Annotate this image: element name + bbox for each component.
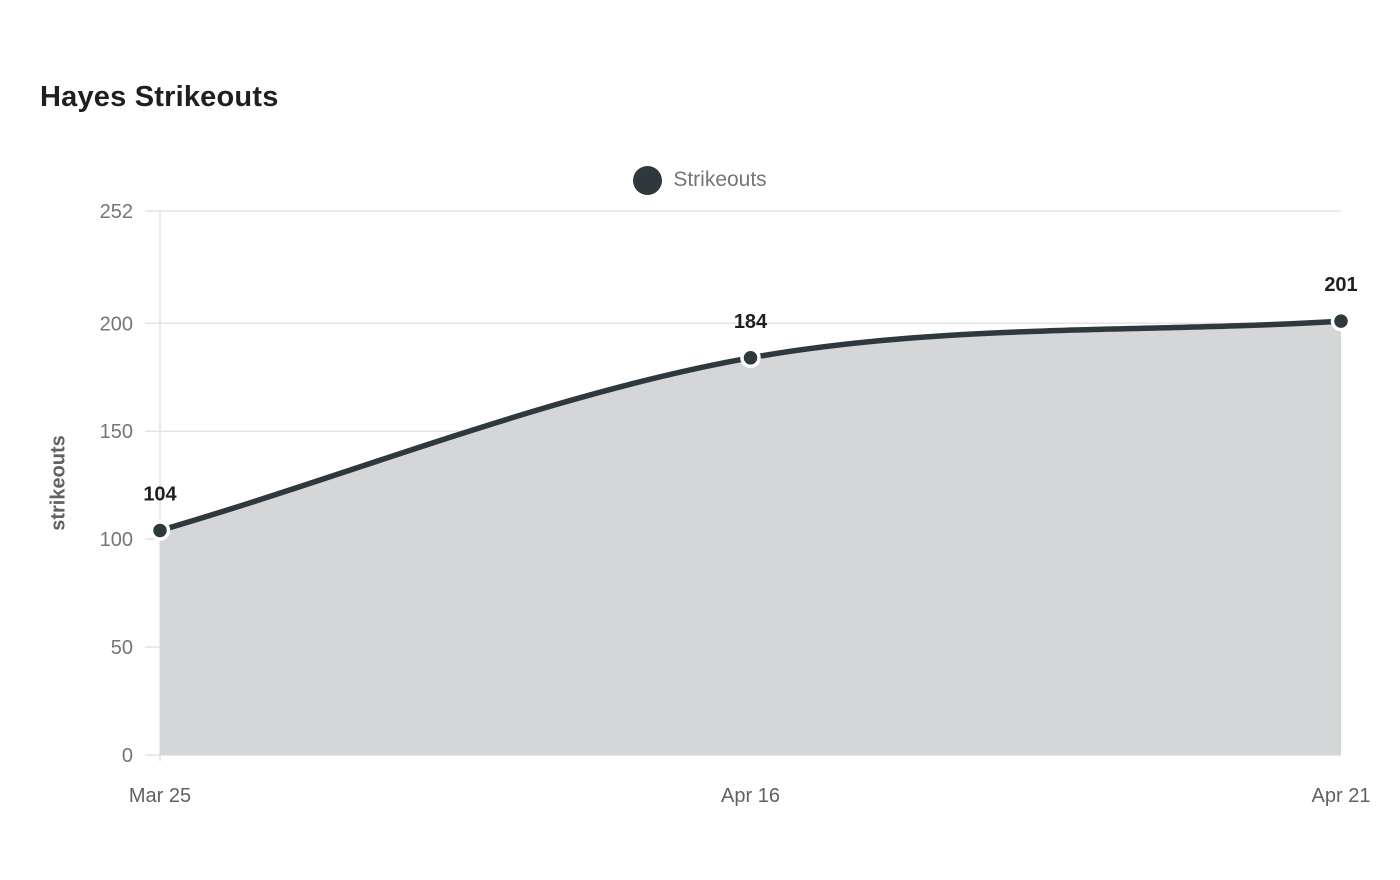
y-tick-label: 150 xyxy=(100,421,133,443)
legend: Strikeouts xyxy=(0,163,1400,197)
data-point-marker[interactable] xyxy=(1330,310,1352,332)
data-point-label: 184 xyxy=(734,311,768,333)
x-tick-label: Mar 25 xyxy=(129,785,191,807)
y-tick-label: 0 xyxy=(122,745,133,767)
x-tick-label: Apr 21 xyxy=(1312,785,1371,807)
y-tick-label: 252 xyxy=(100,201,133,223)
legend-marker-icon xyxy=(633,165,663,195)
data-point-label: 104 xyxy=(143,483,177,505)
data-point-marker[interactable] xyxy=(149,520,171,541)
data-point-marker[interactable] xyxy=(740,347,761,369)
series-area-fill xyxy=(160,321,1341,755)
chart-title: Hayes Strikeouts xyxy=(40,81,279,114)
y-tick-label: 100 xyxy=(100,529,133,551)
data-point-label: 201 xyxy=(1324,274,1357,296)
y-tick-label: 50 xyxy=(111,637,133,659)
x-tick-label: Apr 16 xyxy=(721,785,780,807)
y-tick-label: 200 xyxy=(100,313,133,335)
legend-item-strikeouts[interactable]: Strikeouts xyxy=(633,165,767,195)
legend-label: Strikeouts xyxy=(673,168,767,191)
